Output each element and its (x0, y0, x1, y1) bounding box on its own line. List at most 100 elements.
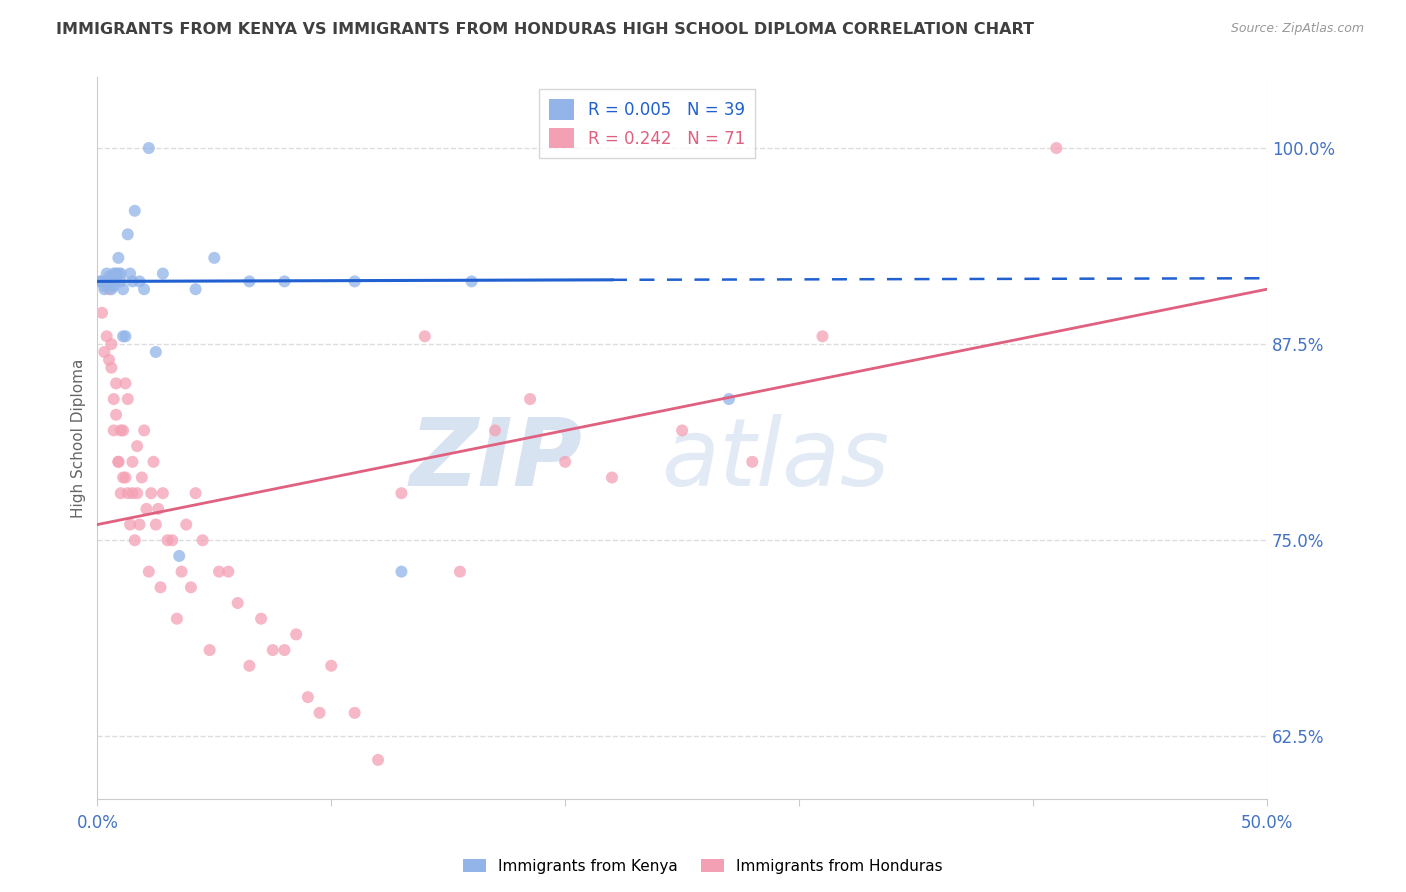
Point (98, 352, 121, 367)
Point (391, 565, 413, 579)
Point (120, 517, 142, 532)
Point (121, 274, 143, 288)
Point (671, 424, 693, 438)
Point (114, 329, 136, 343)
Point (114, 376, 136, 391)
Point (156, 533, 179, 548)
Point (121, 486, 143, 500)
Text: IMMIGRANTS FROM KENYA VS IMMIGRANTS FROM HONDURAS HIGH SCHOOL DIPLOMA CORRELATIO: IMMIGRANTS FROM KENYA VS IMMIGRANTS FROM… (56, 22, 1035, 37)
Point (413, 329, 436, 343)
Point (160, 533, 183, 548)
Point (120, 267, 142, 281)
Point (107, 251, 129, 265)
Point (98, 273, 121, 287)
Point (554, 455, 576, 469)
Text: Source: ZipAtlas.com: Source: ZipAtlas.com (1230, 22, 1364, 36)
Point (91, 306, 114, 320)
Point (238, 274, 260, 288)
Legend: R = 0.005   N = 39, R = 0.242   N = 71: R = 0.005 N = 39, R = 0.242 N = 71 (540, 89, 755, 159)
Point (100, 337, 122, 351)
Point (100, 360, 122, 375)
Point (117, 392, 139, 406)
Point (98, 282, 121, 296)
Point (367, 753, 389, 767)
Point (145, 345, 167, 359)
Point (166, 612, 188, 626)
Point (114, 470, 136, 484)
Point (128, 274, 150, 288)
Point (321, 658, 343, 673)
Point (121, 455, 143, 469)
Point (112, 424, 135, 438)
Point (107, 267, 129, 281)
Point (103, 267, 125, 281)
Point (152, 267, 174, 281)
Point (391, 486, 413, 500)
Point (217, 565, 239, 579)
Point (184, 486, 207, 500)
Point (184, 282, 207, 296)
Point (484, 424, 506, 438)
Point (202, 251, 225, 265)
Point (89, 274, 111, 288)
Point (110, 486, 132, 500)
Point (273, 643, 295, 657)
Point (460, 274, 482, 288)
Point (110, 274, 132, 288)
Point (297, 690, 319, 705)
Point (250, 612, 273, 626)
Point (519, 392, 541, 406)
Point (96, 274, 118, 288)
Point (343, 274, 366, 288)
Point (107, 455, 129, 469)
Point (273, 274, 295, 288)
Point (105, 408, 128, 422)
Point (96, 329, 118, 343)
Point (138, 565, 160, 579)
Legend: Immigrants from Kenya, Immigrants from Honduras: Immigrants from Kenya, Immigrants from H… (457, 853, 949, 880)
Point (127, 439, 149, 453)
Point (238, 658, 260, 673)
Point (105, 273, 128, 287)
Point (285, 627, 308, 641)
Point (98, 269, 121, 284)
Point (741, 455, 763, 469)
Text: ZIP: ZIP (409, 414, 582, 506)
Point (117, 486, 139, 500)
Point (124, 203, 146, 218)
Point (145, 517, 167, 532)
Point (142, 455, 165, 469)
Point (100, 277, 122, 292)
Point (110, 424, 132, 438)
Point (112, 282, 135, 296)
Point (127, 486, 149, 500)
Point (138, 141, 160, 155)
Point (152, 486, 174, 500)
Y-axis label: High School Diploma: High School Diploma (72, 359, 86, 518)
Point (93, 282, 115, 296)
Point (174, 517, 197, 532)
Point (103, 392, 125, 406)
Point (146, 501, 169, 516)
Point (141, 486, 163, 500)
Point (93, 279, 115, 293)
Point (1045, 141, 1067, 155)
Point (105, 267, 128, 281)
Point (811, 329, 834, 343)
Point (134, 424, 156, 438)
Point (96, 267, 118, 281)
Point (112, 470, 135, 484)
Point (103, 424, 125, 438)
Point (170, 565, 193, 579)
Point (308, 706, 330, 720)
Point (110, 267, 132, 281)
Point (131, 470, 153, 484)
Point (449, 565, 471, 579)
Point (112, 329, 135, 343)
Point (128, 517, 150, 532)
Point (180, 580, 202, 594)
Text: atlas: atlas (662, 415, 890, 506)
Point (93, 345, 115, 359)
Point (124, 533, 146, 548)
Point (262, 643, 284, 657)
